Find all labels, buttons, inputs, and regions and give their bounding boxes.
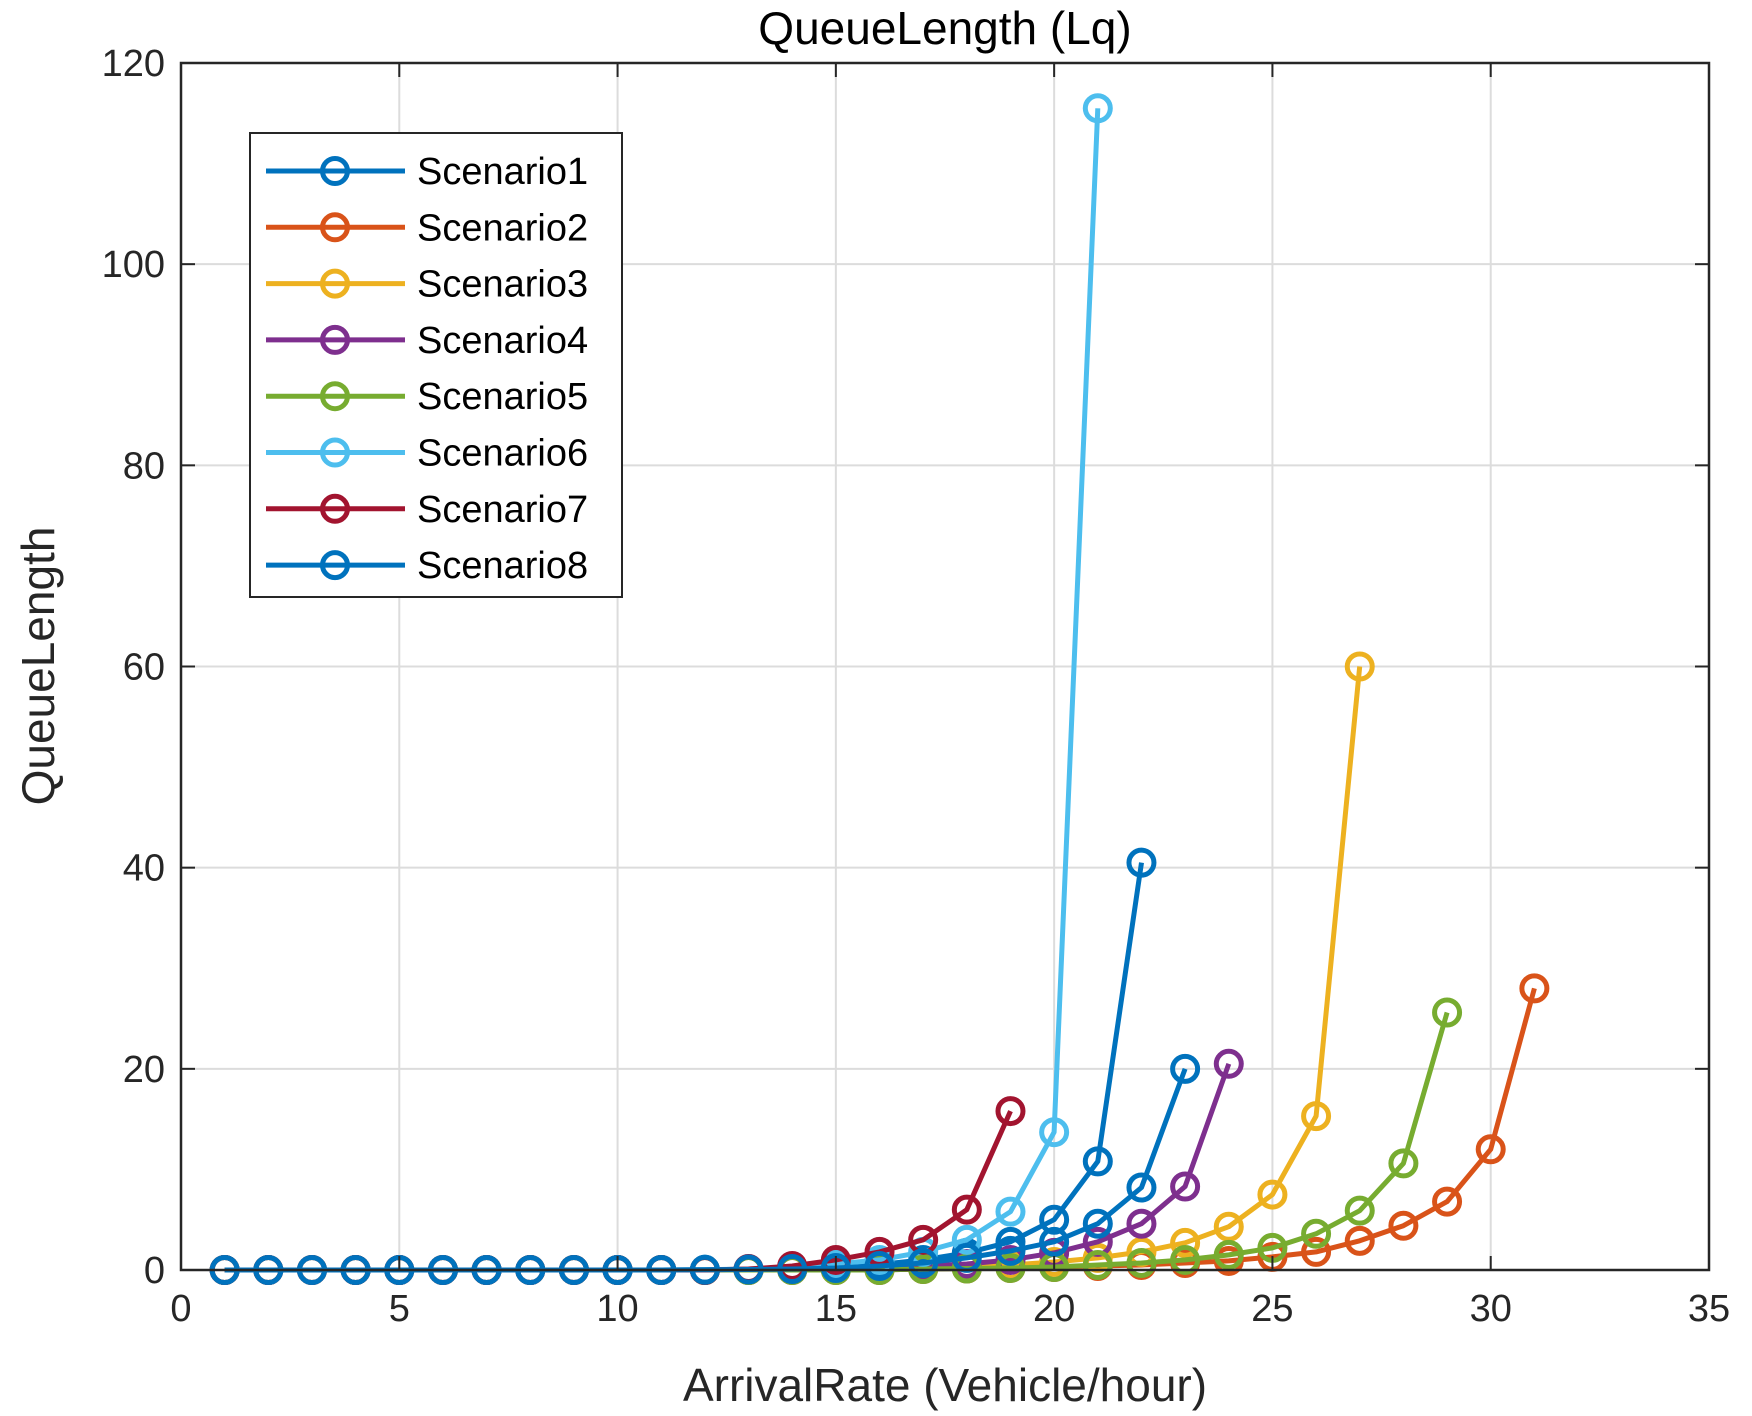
data-point	[1126, 847, 1157, 878]
legend-box	[249, 132, 623, 598]
data-point	[995, 1235, 1026, 1266]
data-point	[1432, 997, 1463, 1028]
data-point	[1126, 1172, 1157, 1203]
data-point	[1082, 1146, 1113, 1177]
data-point	[1213, 1211, 1244, 1242]
data-point	[1344, 651, 1375, 682]
legend-label: Scenario8	[417, 545, 588, 587]
legend-marker	[320, 324, 350, 355]
data-point	[1039, 1117, 1070, 1148]
x-tick-label: 35	[1688, 1288, 1730, 1330]
data-point	[995, 1252, 1026, 1283]
data-point	[1301, 1236, 1332, 1267]
data-point	[1082, 93, 1113, 124]
data-point	[1388, 1148, 1419, 1179]
y-tick-label: 60	[123, 647, 165, 689]
grid	[181, 63, 1709, 1270]
legend-item: Scenario8	[266, 545, 588, 587]
legend-label: Scenario6	[417, 433, 588, 475]
x-tick-label: 25	[1251, 1288, 1293, 1330]
data-point	[951, 1224, 982, 1255]
x-tick-label: 15	[815, 1288, 857, 1330]
legend-marker	[320, 212, 350, 243]
data-point	[908, 1247, 939, 1278]
data-point	[1170, 1227, 1201, 1258]
x-tick-label: 5	[389, 1288, 410, 1330]
x-tick-label: 0	[170, 1288, 191, 1330]
x-tick-label: 30	[1470, 1288, 1512, 1330]
data-point	[1039, 1226, 1070, 1257]
legend: Scenario1 Scenario2 Scenario3 Scenario4 Scen…	[249, 132, 623, 598]
legend-marker	[320, 437, 350, 468]
data-point	[820, 1252, 851, 1283]
data-point	[995, 1096, 1026, 1127]
y-tick-label: 0	[144, 1250, 165, 1292]
data-point	[951, 1194, 982, 1225]
legend-label: Scenario1	[417, 151, 588, 193]
data-point	[1082, 1208, 1113, 1239]
data-point	[1344, 1195, 1375, 1226]
legend-label: Scenario5	[417, 376, 588, 418]
legend-item: Scenario7	[266, 489, 588, 531]
legend-label: Scenario4	[417, 320, 588, 362]
data-point	[1519, 973, 1550, 1004]
data-point	[1257, 1179, 1288, 1210]
y-tick-label: 20	[123, 1049, 165, 1091]
legend-item: Scenario3	[266, 264, 588, 306]
chart-title: QueueLength (Lq)	[758, 2, 1131, 54]
data-point	[1432, 1186, 1463, 1217]
data-point	[1170, 1244, 1201, 1275]
legend-item: Scenario2	[266, 207, 588, 249]
x-tick-label: 10	[596, 1288, 638, 1330]
data-point	[995, 1196, 1026, 1227]
legend-marker	[320, 493, 350, 524]
y-axis-label: QueueLength	[12, 527, 64, 806]
data-point	[1170, 1171, 1201, 1202]
data-point	[1170, 1053, 1201, 1084]
data-point	[1126, 1208, 1157, 1239]
x-tick-label: 20	[1033, 1288, 1075, 1330]
data-point	[1388, 1210, 1419, 1241]
y-tick-label: 120	[102, 43, 165, 85]
data-point	[864, 1250, 895, 1281]
data-point	[1301, 1218, 1332, 1249]
data-point	[1213, 1048, 1244, 1079]
legend-marker	[320, 156, 350, 186]
legend-label: Scenario3	[417, 264, 588, 306]
legend-item: Scenario4	[266, 320, 588, 362]
data-point	[1039, 1204, 1070, 1235]
y-tick-label: 80	[123, 445, 165, 487]
legend-label: Scenario7	[417, 489, 588, 531]
legend-item: Scenario6	[266, 433, 588, 475]
legend-marker	[320, 381, 350, 412]
data-point	[1344, 1225, 1375, 1256]
data-point	[1126, 1247, 1157, 1278]
data-point	[1301, 1101, 1332, 1132]
ticks: 0 5 10 15 20 25 30 35 0 20 40 60 80 100 120	[102, 43, 1731, 1330]
legend-item: Scenario5	[266, 376, 588, 418]
legend-marker	[320, 268, 350, 299]
y-tick-label: 100	[102, 244, 165, 286]
data-point	[1082, 1249, 1113, 1280]
data-point	[1213, 1239, 1244, 1270]
data-point	[1475, 1134, 1506, 1165]
x-axis-label: ArrivalRate (Vehicle/hour)	[683, 1359, 1207, 1411]
legend-label: Scenario2	[417, 207, 588, 249]
legend-item: Scenario1	[266, 151, 588, 193]
y-tick-label: 40	[123, 848, 165, 890]
legend-marker	[320, 550, 350, 581]
